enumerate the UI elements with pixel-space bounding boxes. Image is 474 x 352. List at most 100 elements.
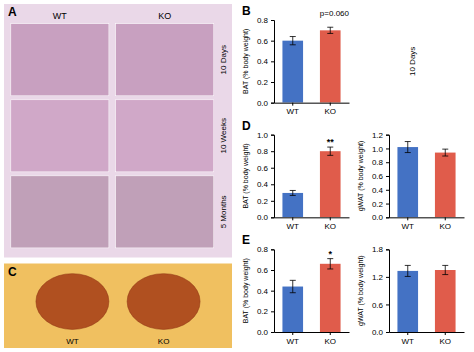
error-bar-cap <box>290 195 296 196</box>
y-tick: 0.2 <box>257 307 274 316</box>
x-tick-mark <box>292 217 293 220</box>
y-tick-mark <box>271 217 274 218</box>
row-label: 10 Days <box>408 47 417 76</box>
y-tick-label: 0.0 <box>257 99 269 108</box>
column-label: KO <box>158 11 171 21</box>
y-tick-mark <box>271 201 274 202</box>
y-tick: 0.6 <box>372 301 389 310</box>
x-tick: WT <box>287 332 300 346</box>
annotation: * <box>328 249 332 259</box>
y-tick-mark <box>271 20 274 21</box>
bar <box>320 30 341 102</box>
y-tick-mark <box>271 332 274 333</box>
error-bar <box>327 147 333 155</box>
error-bar-stem <box>330 27 331 33</box>
y-tick: 0.8 <box>257 245 274 254</box>
x-axis: WTKO <box>390 332 465 346</box>
x-axis-line <box>275 332 350 333</box>
y-axis: 0.00.61.21.8 <box>372 245 390 337</box>
error-bar <box>290 190 296 195</box>
bar <box>397 271 418 332</box>
plot-area <box>282 259 340 332</box>
y-tick: 0.0 <box>372 213 389 222</box>
y-tick: 0.6 <box>372 172 389 181</box>
y-tick-mark <box>271 291 274 292</box>
error-bar-stem <box>407 142 408 153</box>
error-bar-cap <box>327 33 333 34</box>
y-tick-label: 0.2 <box>257 197 269 206</box>
error-bar <box>327 27 333 33</box>
x-tick-label: KO <box>324 107 336 116</box>
y-tick-mark <box>271 151 274 152</box>
y-axis-line <box>386 250 390 333</box>
y-tick-label: 0.8 <box>257 245 269 254</box>
error-bar-stem <box>407 265 408 276</box>
y-tick: 0.6 <box>257 164 274 173</box>
y-tick-label: 0.4 <box>257 57 269 66</box>
bar <box>282 287 303 332</box>
y-tick: 0.6 <box>257 266 274 275</box>
x-tick: KO <box>439 332 451 346</box>
x-axis: WTKO <box>390 217 465 231</box>
error-bar <box>442 149 448 156</box>
y-axis-title: BAT (% body weight) <box>242 29 250 94</box>
error-bar-cap <box>290 280 296 281</box>
panel-title: C <box>8 265 17 279</box>
error-bar-stem <box>445 265 446 274</box>
panel-background <box>4 264 232 349</box>
bar <box>397 147 418 217</box>
x-tick-mark <box>445 332 446 335</box>
column-label: WT <box>53 11 67 21</box>
y-axis: 0.00.20.40.60.8 <box>257 245 275 337</box>
x-tick-mark <box>330 217 331 220</box>
image-placeholder <box>11 176 109 248</box>
y-axis: 0.00.20.40.60.81.0 <box>257 131 275 223</box>
x-tick-label: KO <box>439 222 451 231</box>
y-tick: 0.2 <box>257 78 274 87</box>
x-axis-line <box>390 217 465 218</box>
y-tick-mark <box>386 304 389 305</box>
y-tick-mark <box>271 135 274 136</box>
x-tick-mark <box>330 332 331 335</box>
plot-area <box>397 142 455 218</box>
bar <box>320 151 341 217</box>
error-bar-cap <box>405 141 411 142</box>
y-axis-title: gWAT (% body weight) <box>357 141 365 212</box>
error-bar-cap <box>327 155 333 156</box>
image-placeholder <box>11 100 109 172</box>
x-tick: KO <box>324 332 336 346</box>
x-tick-label: WT <box>287 107 300 116</box>
error-bar <box>405 142 411 153</box>
bar <box>320 264 341 332</box>
y-tick: 0.4 <box>257 57 274 66</box>
x-axis-line <box>275 103 350 104</box>
error-bar-stem <box>330 259 331 269</box>
error-bar-cap <box>290 292 296 293</box>
y-tick-label: 1.0 <box>372 145 384 154</box>
x-tick-mark <box>292 332 293 335</box>
photo-label: WT <box>66 337 79 346</box>
image-placeholder <box>11 24 109 96</box>
y-tick: 0.0 <box>257 213 274 222</box>
error-bar-cap <box>290 36 296 37</box>
error-bar-stem <box>292 37 293 45</box>
row-label: 10 Weeks <box>219 118 228 153</box>
y-tick-mark <box>271 311 274 312</box>
y-tick: 0.2 <box>257 197 274 206</box>
y-tick: 0.2 <box>372 200 389 209</box>
y-tick-label: 0.8 <box>257 16 269 25</box>
row-label: 5 Months <box>219 195 228 228</box>
panel-title: B <box>242 4 251 18</box>
error-bar-cap <box>290 44 296 45</box>
error-bar <box>327 259 333 269</box>
x-tick: KO <box>439 217 451 231</box>
y-axis-line <box>271 135 275 218</box>
error-bar-cap <box>442 149 448 150</box>
error-bar-cap <box>405 265 411 266</box>
photo-placeholder <box>127 274 200 330</box>
y-tick: 1.2 <box>372 131 389 140</box>
y-tick-mark <box>271 82 274 83</box>
y-tick-label: 0.6 <box>257 164 269 173</box>
y-tick-mark <box>271 41 274 42</box>
plot-area <box>282 147 340 217</box>
